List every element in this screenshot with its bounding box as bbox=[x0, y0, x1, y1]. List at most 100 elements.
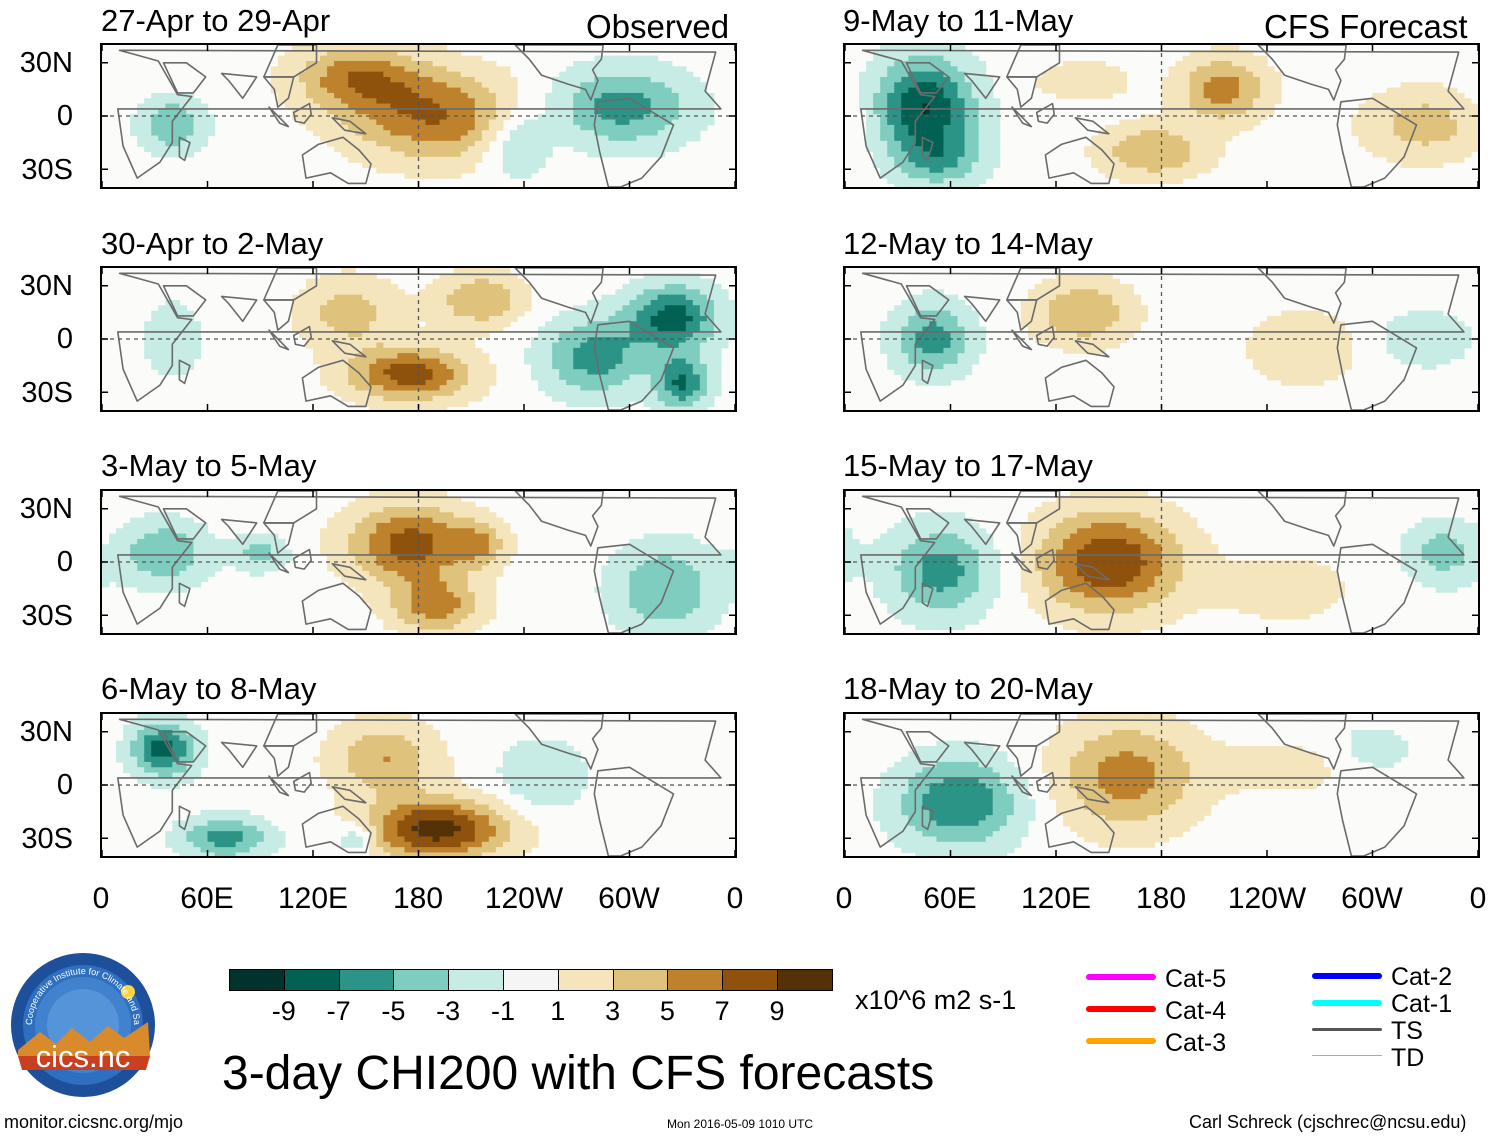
chi200-cell bbox=[481, 119, 490, 126]
chi200-cell bbox=[186, 560, 195, 567]
chi200-cell bbox=[545, 740, 553, 747]
chi200-cell bbox=[172, 369, 180, 376]
chi200-cell bbox=[488, 305, 497, 312]
chi200-cell bbox=[481, 363, 490, 370]
chi200-cell bbox=[692, 544, 701, 551]
chi200-cell bbox=[369, 140, 377, 147]
chi200-cell bbox=[481, 358, 490, 365]
chi200-cell bbox=[284, 98, 293, 105]
chi200-cell bbox=[348, 347, 356, 354]
chi200-cell bbox=[305, 124, 314, 131]
chi200-cell bbox=[957, 45, 966, 51]
chi200-cell bbox=[524, 294, 532, 301]
chi200-cell bbox=[566, 87, 574, 94]
chi200-cell bbox=[165, 756, 173, 763]
chi200-cell bbox=[242, 852, 251, 856]
chi200-cell bbox=[376, 299, 384, 306]
chi200-cell bbox=[636, 374, 645, 381]
chi200-cell bbox=[615, 570, 624, 577]
chi200-cell bbox=[397, 162, 406, 169]
chi200-cell bbox=[545, 799, 553, 806]
chi200-cell bbox=[404, 740, 413, 747]
chi200-cell bbox=[573, 146, 581, 153]
chi200-cell bbox=[629, 283, 638, 290]
chi200-cell bbox=[432, 66, 441, 73]
chi200-cell bbox=[298, 331, 307, 338]
chi200-cell bbox=[418, 852, 427, 856]
chi200-cell bbox=[481, 76, 490, 83]
chi200-cell bbox=[859, 71, 867, 78]
chi200-cell bbox=[369, 294, 377, 301]
chi200-cell bbox=[453, 385, 462, 392]
chi200-cell bbox=[671, 114, 680, 121]
chi200-cell bbox=[509, 820, 518, 827]
chi200-cell bbox=[305, 71, 314, 78]
chi200-cell bbox=[467, 66, 476, 73]
coastline bbox=[268, 552, 290, 574]
chi200-cell bbox=[671, 310, 680, 317]
chi200-cell bbox=[545, 751, 553, 758]
chi200-cell bbox=[369, 597, 377, 604]
chi200-cell bbox=[432, 294, 441, 301]
chi200-cell bbox=[383, 624, 391, 631]
chi200-cell bbox=[685, 337, 694, 344]
chi200-cell bbox=[313, 299, 321, 306]
chi200-cell bbox=[587, 92, 595, 99]
chi200-cell bbox=[439, 294, 448, 301]
chi200-cell bbox=[566, 369, 574, 376]
chi200-cell bbox=[545, 130, 553, 137]
chi200-cell bbox=[685, 289, 694, 296]
chi200-cell bbox=[643, 124, 652, 131]
chi200-cell bbox=[158, 363, 166, 370]
chi200-cell bbox=[692, 299, 701, 306]
chi200-cell bbox=[488, 522, 497, 529]
chi200-cell bbox=[545, 767, 553, 774]
chi200-cell bbox=[327, 379, 335, 386]
chi200-cell bbox=[172, 841, 180, 848]
chi200-cell bbox=[678, 108, 687, 115]
chi200-cell bbox=[200, 751, 209, 758]
chi200-cell bbox=[193, 847, 202, 854]
chi200-cell bbox=[636, 289, 645, 296]
chi200-cell bbox=[439, 608, 448, 615]
chi200-cell bbox=[622, 151, 631, 158]
chi200-cell bbox=[397, 597, 406, 604]
chi200-cell bbox=[151, 586, 159, 593]
chi200-cell bbox=[320, 358, 328, 365]
chi200-cell bbox=[488, 289, 497, 296]
chi200-cell bbox=[629, 71, 638, 78]
chi200-cell bbox=[348, 783, 356, 790]
chi200-cell bbox=[327, 528, 335, 535]
chi200-cell bbox=[151, 560, 159, 567]
chi200-cell bbox=[186, 719, 195, 726]
chi200-cell bbox=[573, 363, 581, 370]
chi200-cell bbox=[488, 98, 497, 105]
chi200-cell bbox=[643, 321, 652, 328]
chi200-cell bbox=[397, 390, 406, 397]
chi200-cell bbox=[320, 337, 328, 344]
chi200-cell bbox=[362, 767, 370, 774]
chi200-cell bbox=[137, 124, 145, 131]
chi200-cell bbox=[397, 560, 406, 567]
chi200-cell bbox=[341, 815, 349, 822]
chi200-cell bbox=[327, 273, 335, 280]
chi200-cell bbox=[531, 353, 539, 360]
chi200-cell bbox=[608, 76, 617, 83]
chi200-cell bbox=[362, 390, 370, 397]
chi200-cell bbox=[488, 268, 497, 274]
chi200-cell bbox=[383, 740, 391, 747]
chi200-cell bbox=[151, 512, 159, 519]
chi200-cell bbox=[158, 560, 166, 567]
chi200-cell bbox=[320, 353, 328, 360]
chi200-cell bbox=[418, 347, 427, 354]
chi200-cell bbox=[369, 278, 377, 285]
chi200-cell bbox=[404, 836, 413, 843]
chi200-cell bbox=[390, 379, 398, 386]
chi200-cell bbox=[186, 326, 195, 333]
chi200-cell bbox=[657, 406, 666, 410]
chi200-cell bbox=[706, 342, 715, 349]
chi200-cell bbox=[678, 565, 687, 572]
chi200-cell bbox=[411, 777, 420, 784]
chi200-cell bbox=[573, 783, 581, 790]
chi200-cell bbox=[334, 98, 342, 105]
